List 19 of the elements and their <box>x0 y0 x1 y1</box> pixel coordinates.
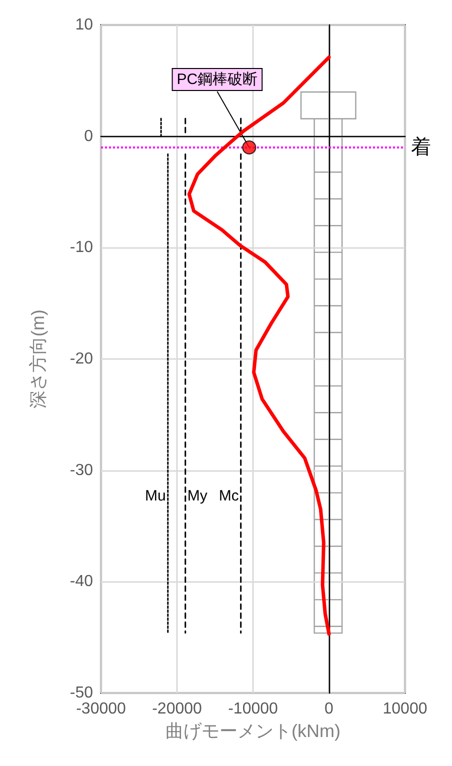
y-tick-label: -20 <box>70 350 94 368</box>
x-tick-label: 0 <box>324 700 334 718</box>
series-label: Mu <box>145 487 166 504</box>
series-label: Mc <box>218 487 240 504</box>
series-label: My <box>187 487 208 504</box>
x-tick-label: 10000 <box>382 700 428 718</box>
y-axis-title: 深さ方向(m) <box>28 310 48 408</box>
x-tick-label: -10000 <box>228 700 278 718</box>
ref-line-label: 着 <box>411 135 431 158</box>
y-tick-label: -50 <box>70 684 94 702</box>
y-tick-label: -30 <box>70 462 94 479</box>
x-tick-label: -30000 <box>76 700 126 718</box>
x-axis-title: 曲げモーメント(kNm) <box>166 720 340 741</box>
y-tick-label: -10 <box>70 239 94 256</box>
x-tick-label: -20000 <box>152 700 202 718</box>
y-tick-label: -40 <box>70 573 94 590</box>
y-tick-label: 10 <box>75 16 94 34</box>
y-tick-label: 0 <box>84 128 94 145</box>
annotation: PC鋼棒破断 <box>176 70 258 88</box>
